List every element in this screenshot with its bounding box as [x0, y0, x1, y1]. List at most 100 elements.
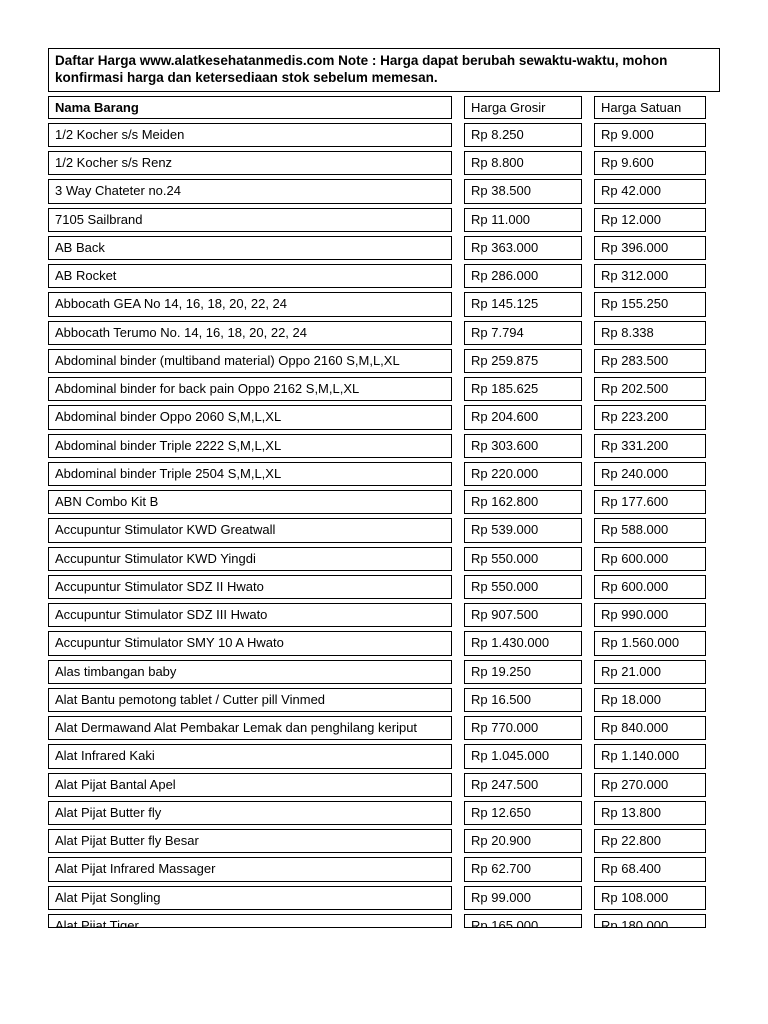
cell-grosir: Rp 145.125	[464, 292, 582, 316]
cell-grosir: Rp 165.000	[464, 914, 582, 928]
cell-grosir: Rp 550.000	[464, 547, 582, 571]
cell-name: 1/2 Kocher s/s Renz	[48, 151, 452, 175]
table-body: 1/2 Kocher s/s MeidenRp 8.250Rp 9.0001/2…	[48, 123, 720, 928]
cell-name: AB Rocket	[48, 264, 452, 288]
table-header-row: Nama Barang Harga Grosir Harga Satuan	[48, 96, 720, 119]
table-row: Accupuntur Stimulator SMY 10 A Hwato Rp 1…	[48, 631, 720, 655]
col-header-grosir: Harga Grosir	[464, 96, 582, 119]
cell-satuan: Rp 8.338	[594, 321, 706, 345]
cell-satuan: Rp 600.000	[594, 575, 706, 599]
table-row: Abbocath GEA No 14, 16, 18, 20, 22, 24 Rp…	[48, 292, 720, 316]
table-row: Accupuntur Stimulator KWD Yingdi Rp 550.0…	[48, 547, 720, 571]
cell-grosir: Rp 185.625	[464, 377, 582, 401]
cell-grosir: Rp 11.000	[464, 208, 582, 232]
cell-satuan: Rp 990.000	[594, 603, 706, 627]
cell-name: Accupuntur Stimulator SDZ III Hwato	[48, 603, 452, 627]
cell-grosir: Rp 7.794	[464, 321, 582, 345]
cell-name: Abbocath GEA No 14, 16, 18, 20, 22, 24	[48, 292, 452, 316]
cell-satuan: Rp 240.000	[594, 462, 706, 486]
table-row: Alat Pijat TigerRp 165.000Rp 180.000	[48, 914, 720, 928]
cell-grosir: Rp 550.000	[464, 575, 582, 599]
cell-satuan: Rp 396.000	[594, 236, 706, 260]
table-row: Alat Pijat Butter flyRp 12.650Rp 13.800	[48, 801, 720, 825]
table-row: Alat Pijat Bantal ApelRp 247.500Rp 270.0…	[48, 773, 720, 797]
cell-grosir: Rp 1.430.000	[464, 631, 582, 655]
cell-satuan: Rp 840.000	[594, 716, 706, 740]
cell-grosir: Rp 8.800	[464, 151, 582, 175]
cell-name: 7105 Sailbrand	[48, 208, 452, 232]
cell-name: ABN Combo Kit B	[48, 490, 452, 514]
cell-name: Abdominal binder Triple 2504 S,M,L,XL	[48, 462, 452, 486]
table-row: 7105 Sailbrand Rp 11.000 Rp 12.000	[48, 208, 720, 232]
cell-name: Alat Pijat Butter fly Besar	[48, 829, 452, 853]
table-row: Alat Pijat SonglingRp 99.000Rp 108.000	[48, 886, 720, 910]
cell-satuan: Rp 588.000	[594, 518, 706, 542]
cell-grosir: Rp 62.700	[464, 857, 582, 881]
table-row: ABN Combo Kit B Rp 162.800 Rp 177.600	[48, 490, 720, 514]
cell-grosir: Rp 770.000	[464, 716, 582, 740]
table-row: Alat Infrared KakiRp 1.045.000Rp 1.140.0…	[48, 744, 720, 768]
cell-grosir: Rp 286.000	[464, 264, 582, 288]
cell-satuan: Rp 1.560.000	[594, 631, 706, 655]
cell-grosir: Rp 303.600	[464, 434, 582, 458]
cell-satuan: Rp 270.000	[594, 773, 706, 797]
cell-satuan: Rp 155.250	[594, 292, 706, 316]
cell-grosir: Rp 539.000	[464, 518, 582, 542]
cell-satuan: Rp 22.800	[594, 829, 706, 853]
cell-name: Accupuntur Stimulator KWD Yingdi	[48, 547, 452, 571]
cell-grosir: Rp 16.500	[464, 688, 582, 712]
cell-satuan: Rp 12.000	[594, 208, 706, 232]
table-row: Abdominal binder for back pain Oppo 2162…	[48, 377, 720, 401]
cell-satuan: Rp 9.600	[594, 151, 706, 175]
table-row: AB RocketRp 286.000Rp 312.000	[48, 264, 720, 288]
cell-satuan: Rp 108.000	[594, 886, 706, 910]
cell-satuan: Rp 223.200	[594, 405, 706, 429]
cell-satuan: Rp 18.000	[594, 688, 706, 712]
cell-grosir: Rp 12.650	[464, 801, 582, 825]
table-row: Abdominal binder Triple 2222 S,M,L,XL Rp …	[48, 434, 720, 458]
cell-grosir: Rp 38.500	[464, 179, 582, 203]
table-row: Alat Dermawand Alat Pembakar Lemak dan p…	[48, 716, 720, 740]
cell-name: Abdominal binder Triple 2222 S,M,L,XL	[48, 434, 452, 458]
note-box: Daftar Harga www.alatkesehatanmedis.com …	[48, 48, 720, 92]
cell-grosir: Rp 204.600	[464, 405, 582, 429]
table-row: Abdominal binder Oppo 2060 S,M,L,XL Rp 20…	[48, 405, 720, 429]
cell-name: AB Back	[48, 236, 452, 260]
table-row: Abdominal binder Triple 2504 S,M,L,XL Rp …	[48, 462, 720, 486]
cell-name: Alat Dermawand Alat Pembakar Lemak dan p…	[48, 716, 452, 740]
table-row: Alat Bantu pemotong tablet / Cutter pill…	[48, 688, 720, 712]
cell-satuan: Rp 13.800	[594, 801, 706, 825]
cell-satuan: Rp 177.600	[594, 490, 706, 514]
cell-grosir: Rp 162.800	[464, 490, 582, 514]
cell-satuan: Rp 331.200	[594, 434, 706, 458]
cell-grosir: Rp 220.000	[464, 462, 582, 486]
cell-name: Abdominal binder for back pain Oppo 2162…	[48, 377, 452, 401]
table-row: Alat Pijat Butter fly Besar Rp 20.900 Rp 2…	[48, 829, 720, 853]
cell-name: Alat Pijat Infrared Massager	[48, 857, 452, 881]
cell-grosir: Rp 8.250	[464, 123, 582, 147]
table-row: 1/2 Kocher s/s Meiden Rp 8.250 Rp 9.000	[48, 123, 720, 147]
cell-satuan: Rp 9.000	[594, 123, 706, 147]
cell-name: 3 Way Chateter no.24	[48, 179, 452, 203]
cell-satuan: Rp 202.500	[594, 377, 706, 401]
cell-name: Alat Pijat Bantal Apel	[48, 773, 452, 797]
cell-grosir: Rp 20.900	[464, 829, 582, 853]
table-row: Accupuntur Stimulator SDZ III HwatoRp 90…	[48, 603, 720, 627]
cell-name: Alat Infrared Kaki	[48, 744, 452, 768]
cell-name: Accupuntur Stimulator SDZ II Hwato	[48, 575, 452, 599]
cell-satuan: Rp 68.400	[594, 857, 706, 881]
cell-grosir: Rp 1.045.000	[464, 744, 582, 768]
cell-name: Abbocath Terumo No. 14, 16, 18, 20, 22, …	[48, 321, 452, 345]
table-row: 3 Way Chateter no.24Rp 38.500Rp 42.000	[48, 179, 720, 203]
col-header-satuan: Harga Satuan	[594, 96, 706, 119]
table-row: Abbocath Terumo No. 14, 16, 18, 20, 22, …	[48, 321, 720, 345]
table-row: Accupuntur Stimulator SDZ II Hwato Rp 550…	[48, 575, 720, 599]
cell-name: Accupuntur Stimulator KWD Greatwall	[48, 518, 452, 542]
cell-name: 1/2 Kocher s/s Meiden	[48, 123, 452, 147]
cell-name: Accupuntur Stimulator SMY 10 A Hwato	[48, 631, 452, 655]
cell-satuan: Rp 21.000	[594, 660, 706, 684]
cell-grosir: Rp 99.000	[464, 886, 582, 910]
table-row: Accupuntur Stimulator KWD Greatwall Rp 53…	[48, 518, 720, 542]
cell-name: Abdominal binder Oppo 2060 S,M,L,XL	[48, 405, 452, 429]
table-row: Alat Pijat Infrared Massager Rp 62.700 Rp …	[48, 857, 720, 881]
